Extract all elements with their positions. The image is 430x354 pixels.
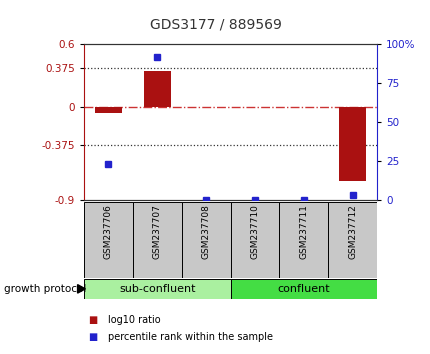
Text: GSM237710: GSM237710 [250,204,259,259]
Bar [338,107,365,181]
Text: percentile rank within the sample: percentile rank within the sample [108,332,272,342]
Text: growth protocol: growth protocol [4,284,86,294]
Bar [132,202,181,278]
Text: GSM237712: GSM237712 [347,204,356,259]
Bar [144,71,170,107]
Text: ■: ■ [88,332,97,342]
Text: GSM237711: GSM237711 [299,204,307,259]
Text: sub-confluent: sub-confluent [119,284,195,294]
Text: GSM237706: GSM237706 [104,204,113,259]
Bar [84,279,230,299]
Bar [279,202,328,278]
Text: GSM237708: GSM237708 [201,204,210,259]
Text: GDS3177 / 889569: GDS3177 / 889569 [149,18,281,32]
Bar [328,202,376,278]
Text: log10 ratio: log10 ratio [108,315,160,325]
Text: confluent: confluent [277,284,329,294]
Text: GSM237707: GSM237707 [153,204,161,259]
Text: ■: ■ [88,315,97,325]
Bar [230,202,279,278]
Bar [84,202,132,278]
Bar [230,279,376,299]
Bar [181,202,230,278]
Bar [95,107,122,113]
